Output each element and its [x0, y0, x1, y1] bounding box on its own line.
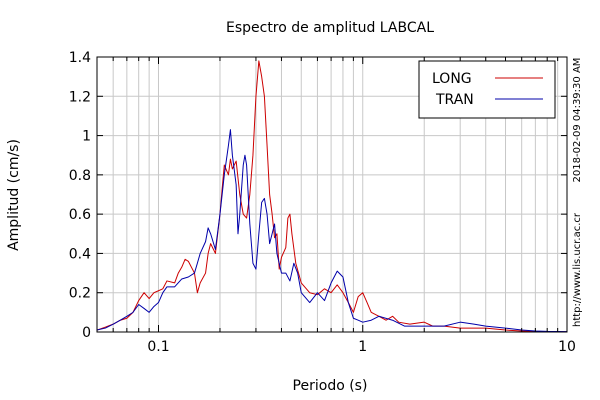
- x-axis-title: Periodo (s): [293, 378, 368, 394]
- plot-area: [96, 56, 568, 333]
- legend-box: [418, 60, 556, 119]
- y-tick-label: 0: [82, 325, 91, 341]
- x-tick-label: 10: [558, 339, 576, 355]
- source-url-label: http://www.lis.ucr.ac.cr: [572, 212, 583, 327]
- y-tick-label: 0.8: [69, 168, 91, 184]
- chart-title: Espectro de amplitud LABCAL: [226, 20, 434, 36]
- x-tick-label: 0.1: [147, 339, 169, 355]
- axis-ticks: 0.1 1 10 0 0.2 0.4 0.6 0.8 1 1.2 1.4: [69, 50, 576, 355]
- y-tick-label: 1: [82, 129, 91, 145]
- y-tick-label: 1.4: [69, 50, 91, 66]
- y-axis-title: Amplitud (cm/s): [6, 139, 22, 251]
- x-tick-label: 1: [358, 339, 367, 355]
- legend-label-tran: TRAN: [435, 92, 474, 108]
- legend: LONG TRAN: [418, 60, 556, 119]
- timestamp-label: 2018-02-09 04:39:30 AM: [572, 58, 583, 183]
- series-line-long: [96, 60, 568, 333]
- y-tick-label: 0.4: [69, 246, 91, 262]
- legend-label-long: LONG: [432, 71, 472, 87]
- series-line-tran: [96, 129, 568, 333]
- y-tick-label: 1.2: [69, 89, 91, 105]
- series-lines: [96, 60, 568, 333]
- y-tick-label: 0.6: [69, 207, 91, 223]
- y-tick-label: 0.2: [69, 286, 91, 302]
